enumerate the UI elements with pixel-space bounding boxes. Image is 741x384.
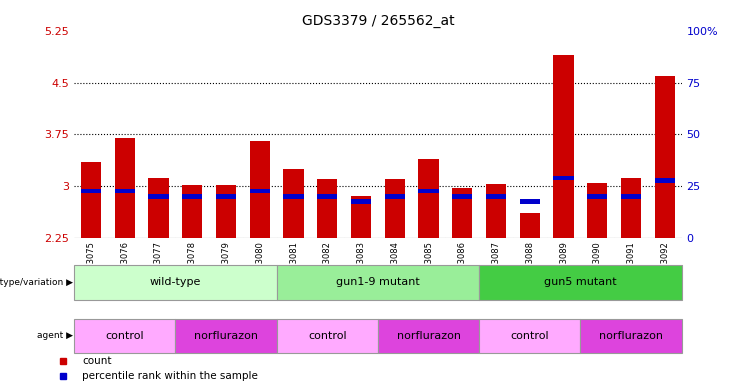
Text: gun1-9 mutant: gun1-9 mutant — [336, 277, 420, 287]
Bar — [479, 265, 682, 300]
Bar — [580, 319, 682, 353]
Bar — [216, 185, 236, 238]
Bar — [479, 319, 580, 353]
Bar — [74, 319, 176, 353]
Bar — [412, 238, 445, 240]
Bar — [513, 238, 547, 240]
Bar — [486, 194, 506, 199]
Text: percentile rank within the sample: percentile rank within the sample — [82, 371, 258, 381]
Bar — [519, 199, 540, 204]
Bar — [445, 238, 479, 240]
Bar — [250, 141, 270, 238]
Bar — [486, 184, 506, 238]
Bar — [614, 238, 648, 240]
Bar — [243, 238, 276, 240]
Bar — [276, 319, 378, 353]
Bar — [276, 265, 479, 300]
Text: control: control — [308, 331, 347, 341]
Text: genotype/variation ▶: genotype/variation ▶ — [0, 278, 73, 287]
Bar — [108, 238, 142, 240]
Bar — [317, 179, 337, 238]
Bar — [351, 199, 371, 204]
Bar — [378, 238, 412, 240]
Bar — [452, 194, 473, 199]
Bar — [74, 238, 108, 240]
Text: wild-type: wild-type — [150, 277, 201, 287]
Bar — [419, 159, 439, 238]
Text: control: control — [105, 331, 144, 341]
Bar — [419, 189, 439, 193]
Text: norflurazon: norflurazon — [599, 331, 663, 341]
Bar — [385, 179, 405, 238]
Bar — [81, 189, 101, 193]
Text: norflurazon: norflurazon — [396, 331, 461, 341]
Text: control: control — [511, 331, 549, 341]
Bar — [621, 194, 641, 199]
Bar — [655, 179, 675, 183]
Bar — [216, 194, 236, 199]
Bar — [479, 238, 513, 240]
Bar — [74, 265, 276, 300]
Bar — [276, 238, 310, 240]
Bar — [547, 238, 580, 240]
Bar — [655, 76, 675, 238]
Bar — [519, 212, 540, 238]
Bar — [317, 194, 337, 199]
Bar — [587, 194, 608, 199]
Bar — [648, 238, 682, 240]
Bar — [621, 178, 641, 238]
Bar — [176, 319, 276, 353]
Title: GDS3379 / 265562_at: GDS3379 / 265562_at — [302, 14, 454, 28]
Bar — [283, 169, 304, 238]
Bar — [148, 178, 169, 238]
Bar — [115, 189, 135, 193]
Bar — [554, 176, 574, 180]
Text: gun5 mutant: gun5 mutant — [544, 277, 617, 287]
Bar — [587, 183, 608, 238]
Bar — [378, 319, 479, 353]
Bar — [182, 185, 202, 238]
Bar — [209, 238, 243, 240]
Bar — [142, 238, 176, 240]
Text: count: count — [82, 356, 112, 366]
Text: agent ▶: agent ▶ — [37, 331, 73, 341]
Bar — [81, 162, 101, 238]
Bar — [580, 238, 614, 240]
Bar — [176, 238, 209, 240]
Bar — [344, 238, 378, 240]
Bar — [250, 189, 270, 193]
Bar — [310, 238, 344, 240]
Bar — [554, 55, 574, 238]
Bar — [148, 194, 169, 199]
Bar — [115, 138, 135, 238]
Text: norflurazon: norflurazon — [194, 331, 258, 341]
Bar — [283, 194, 304, 199]
Bar — [452, 188, 473, 238]
Bar — [351, 196, 371, 238]
Bar — [385, 194, 405, 199]
Bar — [182, 194, 202, 199]
